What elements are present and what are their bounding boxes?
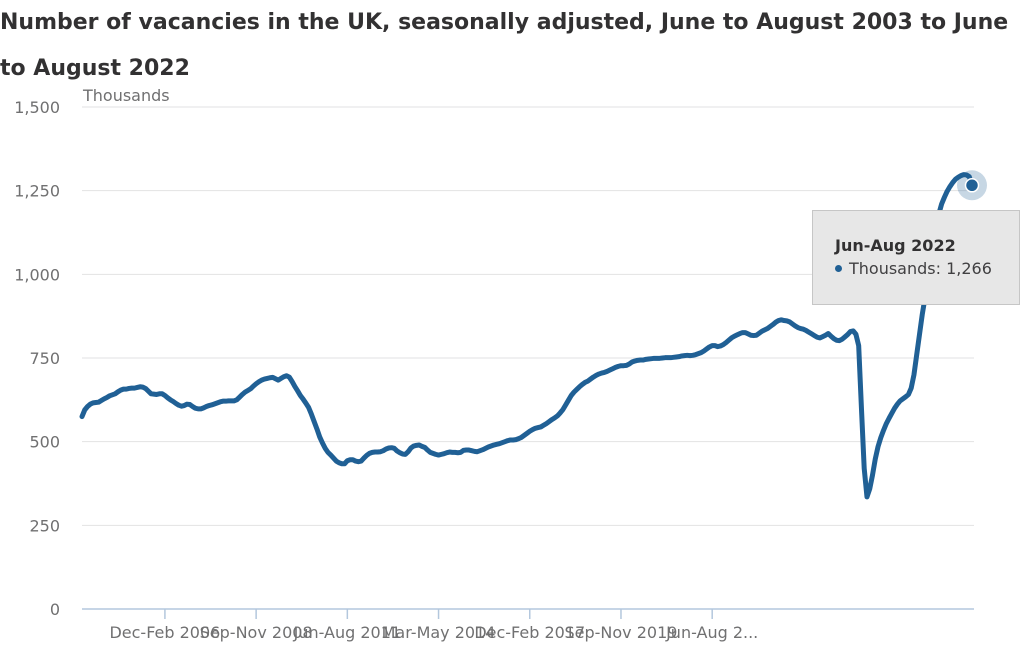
chart-title: Number of vacancies in the UK, seasonall… [0, 10, 1009, 81]
y-tick-label: 750 [29, 349, 60, 368]
tooltip-title: Jun-Aug 2022 [835, 236, 956, 255]
data-tooltip: Jun-Aug 2022 Thousands: 1,266 [812, 210, 1020, 305]
y-tick-label: 1,500 [14, 98, 60, 117]
x-tick-label: Dec-Feb 2017 [474, 623, 585, 642]
y-tick-label: 250 [29, 516, 60, 535]
data-point [964, 178, 980, 193]
series-line [79, 172, 975, 500]
x-tick-label: Mar-May 2014 [382, 623, 496, 642]
x-tick-label: Sep-Nov 2008 [200, 623, 313, 642]
tooltip-row: Thousands: 1,266 [835, 257, 1019, 281]
y-tick-label: 0 [50, 600, 60, 619]
x-tick-label: Jun-Aug 2... [665, 623, 758, 642]
y-tick-label: 500 [29, 433, 60, 452]
x-tick-label: Sep-Nov 2019 [564, 623, 677, 642]
x-tick-label: Dec-Feb 2006 [109, 623, 220, 642]
y-axis-unit-label: Thousands [83, 86, 170, 105]
y-tick-label: 1,250 [14, 182, 60, 201]
y-tick-label: 1,000 [14, 265, 60, 284]
series-dot-icon [835, 265, 842, 272]
x-tick-label: Jun-Aug 2011 [293, 623, 401, 642]
tooltip-value: Thousands: 1,266 [849, 259, 992, 278]
